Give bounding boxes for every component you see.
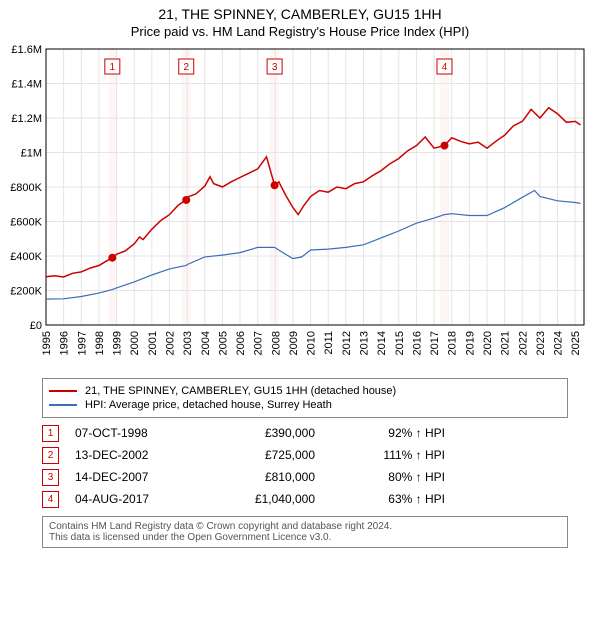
svg-text:2009: 2009: [288, 331, 300, 355]
svg-text:2025: 2025: [570, 331, 582, 355]
svg-text:2005: 2005: [217, 331, 229, 355]
event-price: £390,000: [205, 426, 345, 440]
svg-text:2000: 2000: [129, 331, 141, 355]
events-table: 1 07-OCT-1998£390,00092% ↑ HPI 2 13-DEC-200…: [42, 422, 568, 510]
svg-text:1995: 1995: [41, 331, 53, 355]
event-pct: 80% ↑ HPI: [345, 470, 445, 484]
event-pct: 63% ↑ HPI: [345, 492, 445, 506]
svg-text:£800K: £800K: [10, 182, 42, 194]
svg-text:2015: 2015: [394, 331, 406, 355]
event-row: 2 13-DEC-2002£725,000111% ↑ HPI: [42, 444, 568, 466]
event-date: 13-DEC-2002: [75, 448, 205, 462]
svg-text:2016: 2016: [411, 331, 423, 355]
svg-text:2011: 2011: [323, 331, 335, 355]
svg-text:2002: 2002: [164, 331, 176, 355]
event-pct: 111% ↑ HPI: [345, 448, 445, 462]
svg-text:£600K: £600K: [10, 217, 42, 229]
event-date: 14-DEC-2007: [75, 470, 205, 484]
svg-text:£1.6M: £1.6M: [11, 45, 42, 56]
legend-swatch: [49, 404, 77, 406]
chart-svg: £0 £200K £400K £600K £800K £1M £1.2M £1.4M £1.6M…: [4, 45, 592, 365]
svg-text:1996: 1996: [59, 331, 71, 355]
legend-swatch: [49, 390, 77, 392]
svg-text:2003: 2003: [182, 331, 194, 355]
svg-text:2008: 2008: [270, 331, 282, 355]
event-dot-3: [271, 181, 279, 189]
svg-text:£200K: £200K: [10, 286, 42, 298]
svg-text:1: 1: [110, 62, 116, 73]
svg-text:2010: 2010: [306, 331, 318, 355]
svg-text:2020: 2020: [482, 331, 494, 355]
legend-label: 21, THE SPINNEY, CAMBERLEY, GU15 1HH (de…: [85, 385, 396, 397]
legend-item: 21, THE SPINNEY, CAMBERLEY, GU15 1HH (de…: [49, 385, 561, 397]
svg-text:1999: 1999: [112, 331, 124, 355]
event-dot-1: [108, 254, 116, 262]
event-row: 4 04-AUG-2017£1,040,00063% ↑ HPI: [42, 488, 568, 510]
event-dot-4: [440, 142, 448, 150]
event-price: £1,040,000: [205, 492, 345, 506]
svg-text:2014: 2014: [376, 331, 388, 355]
svg-text:2007: 2007: [253, 331, 265, 355]
svg-text:£0: £0: [30, 320, 42, 332]
svg-text:£400K: £400K: [10, 251, 42, 263]
svg-text:2022: 2022: [517, 331, 529, 355]
event-marker-box: 3: [42, 469, 59, 486]
svg-text:2017: 2017: [429, 331, 441, 355]
event-row: 3 14-DEC-2007£810,00080% ↑ HPI: [42, 466, 568, 488]
legend-label: HPI: Average price, detached house, Surr…: [85, 399, 332, 411]
svg-text:2001: 2001: [147, 331, 159, 355]
svg-text:£1.2M: £1.2M: [11, 113, 42, 125]
svg-text:2021: 2021: [500, 331, 512, 355]
svg-text:1998: 1998: [94, 331, 106, 355]
footer-line2: This data is licensed under the Open Gov…: [49, 532, 561, 543]
svg-text:2006: 2006: [235, 331, 247, 355]
footer-attribution: Contains HM Land Registry data © Crown c…: [42, 516, 568, 548]
svg-text:2024: 2024: [553, 331, 565, 355]
footer-line1: Contains HM Land Registry data © Crown c…: [49, 521, 561, 532]
event-marker-box: 4: [42, 491, 59, 508]
event-price: £725,000: [205, 448, 345, 462]
svg-text:3: 3: [272, 62, 278, 73]
svg-text:2012: 2012: [341, 331, 353, 355]
title-line2: Price paid vs. HM Land Registry's House …: [0, 24, 600, 39]
svg-text:2: 2: [183, 62, 189, 73]
svg-text:1997: 1997: [76, 331, 88, 355]
svg-text:2013: 2013: [359, 331, 371, 355]
svg-text:2019: 2019: [464, 331, 476, 355]
event-date: 07-OCT-1998: [75, 426, 205, 440]
svg-text:2018: 2018: [447, 331, 459, 355]
title-line1: 21, THE SPINNEY, CAMBERLEY, GU15 1HH: [0, 6, 600, 22]
legend: 21, THE SPINNEY, CAMBERLEY, GU15 1HH (de…: [42, 378, 568, 418]
event-pct: 92% ↑ HPI: [345, 426, 445, 440]
legend-item: HPI: Average price, detached house, Surr…: [49, 399, 561, 411]
event-price: £810,000: [205, 470, 345, 484]
event-marker-box: 1: [42, 425, 59, 442]
event-dot-2: [182, 196, 190, 204]
svg-text:2023: 2023: [535, 331, 547, 355]
svg-text:4: 4: [442, 62, 448, 73]
price-chart: £0 £200K £400K £600K £800K £1M £1.2M £1.4M £1.6M…: [4, 45, 596, 370]
event-marker-box: 2: [42, 447, 59, 464]
svg-text:£1M: £1M: [21, 148, 42, 160]
svg-text:2004: 2004: [200, 331, 212, 355]
event-row: 1 07-OCT-1998£390,00092% ↑ HPI: [42, 422, 568, 444]
svg-text:£1.4M: £1.4M: [11, 79, 42, 91]
event-date: 04-AUG-2017: [75, 492, 205, 506]
